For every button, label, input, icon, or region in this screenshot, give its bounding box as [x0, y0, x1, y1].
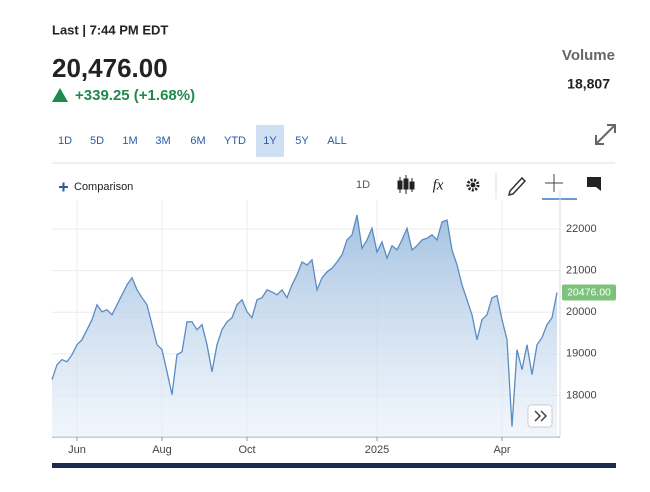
range-selected-bg: [256, 125, 284, 157]
line: [51, 214, 558, 427]
price: 20,476.00: [52, 53, 168, 83]
y-tick-label: 19000: [566, 348, 597, 360]
x-tick-label: Apr: [493, 444, 510, 456]
range-button[interactable]: ALL: [327, 135, 347, 147]
comment-icon[interactable]: [587, 177, 601, 191]
x-tick-label: Aug: [152, 444, 172, 456]
range-button[interactable]: YTD: [224, 135, 246, 147]
range-button[interactable]: 1Y: [263, 135, 277, 147]
y-tick-label: 18000: [566, 389, 597, 401]
range-button[interactable]: 1M: [122, 135, 137, 147]
crosshair-icon[interactable]: [545, 174, 563, 192]
pencil-icon[interactable]: [507, 176, 527, 197]
x-tick-label: Oct: [238, 444, 255, 456]
plus-icon[interactable]: [59, 182, 68, 192]
range-button[interactable]: 5Y: [295, 135, 309, 147]
range-button[interactable]: 5D: [90, 135, 104, 147]
expand-icon[interactable]: [595, 124, 616, 145]
area: [52, 215, 557, 437]
change: +339.25 (+1.68%): [75, 87, 195, 104]
range-button[interactable]: 1D: [58, 135, 72, 147]
price-tag-label: 20476.00: [567, 286, 611, 298]
last-time: Last | 7:44 PM EDT: [52, 22, 168, 37]
y-tick-label: 22000: [566, 223, 597, 235]
bottom-bar: [52, 463, 616, 468]
interval[interactable]: 1D: [356, 179, 370, 191]
y-tick-label: 20000: [566, 306, 597, 318]
x-tick-label: Jun: [68, 444, 86, 456]
chart: 18000 19000 20000 21000 22000 Jun Aug Oct 2025 Ap…: [51, 190, 616, 456]
fx-icon[interactable]: fx: [433, 177, 444, 193]
y-tick-label: 21000: [566, 265, 597, 277]
up-arrow: [52, 88, 68, 102]
range-button[interactable]: 6M: [190, 135, 205, 147]
price-tag: [562, 284, 616, 301]
comparison[interactable]: Comparison: [74, 181, 133, 193]
gear-icon[interactable]: [466, 178, 480, 192]
range-button[interactable]: 3M: [155, 135, 170, 147]
volume: 18,807: [567, 76, 610, 92]
range-bar: 1D 5D 1M 3M 6M YTD 1Y 5Y ALL: [58, 125, 347, 157]
candle-icon[interactable]: [397, 175, 415, 194]
scroll-button[interactable]: [527, 404, 553, 428]
x-tick-label: 2025: [365, 444, 389, 456]
volume-label: Volume: [562, 47, 615, 64]
